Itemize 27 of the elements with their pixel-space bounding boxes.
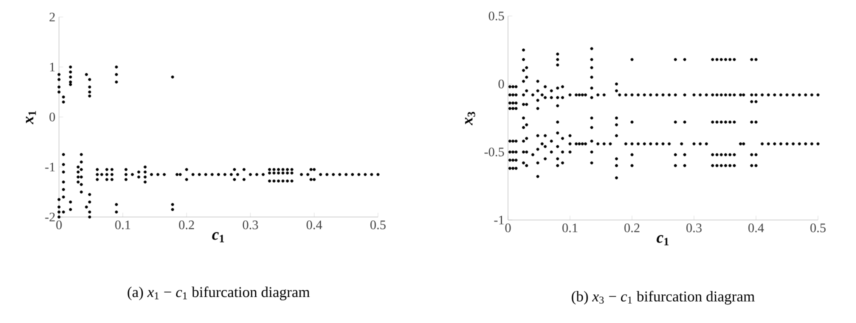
x-tick-label: 0.5: [370, 220, 386, 230]
y-tick-label: -1: [45, 162, 55, 172]
x-tick-label: 0.3: [242, 220, 258, 230]
y-tick-label: 2: [50, 12, 55, 22]
x-tick-label: 0.5: [810, 224, 826, 232]
y-axis-title: x$_{3}$: [465, 112, 476, 126]
x-tick-label: 0: [56, 220, 62, 230]
y-tick-label: -0.5: [484, 148, 504, 156]
text: (a) x$_{1}$ − c$_{1}$ bifurcation diagram: [128, 286, 310, 300]
y-axis-title: x$_{1}$: [26, 111, 36, 124]
text: (b) x$_{3}$ − c$_{1}$ bifurcation diagram: [572, 290, 755, 305]
x-axis-title: c$_{1}$: [212, 232, 224, 242]
y-tick-label: -2: [45, 212, 55, 222]
x-axis-title: c$_{1}$: [656, 235, 669, 246]
x-tick-label: 0: [505, 224, 511, 232]
x-tick-label: 0.4: [748, 224, 764, 232]
y-tick-label: -1: [494, 216, 504, 224]
y-tick-label: 0: [50, 112, 55, 122]
x-tick-label: 0.4: [306, 220, 322, 230]
x-tick-label: 0.1: [562, 224, 578, 232]
y-tick-label: 0: [498, 80, 504, 88]
y-tick-label: 1: [50, 62, 55, 72]
x-tick-label: 0.3: [686, 224, 702, 232]
y-tick-label: 0.5: [488, 12, 504, 20]
x-tick-label: 0.2: [624, 224, 640, 232]
x-tick-label: 0.1: [115, 220, 130, 230]
x-tick-label: 0.2: [179, 220, 194, 230]
